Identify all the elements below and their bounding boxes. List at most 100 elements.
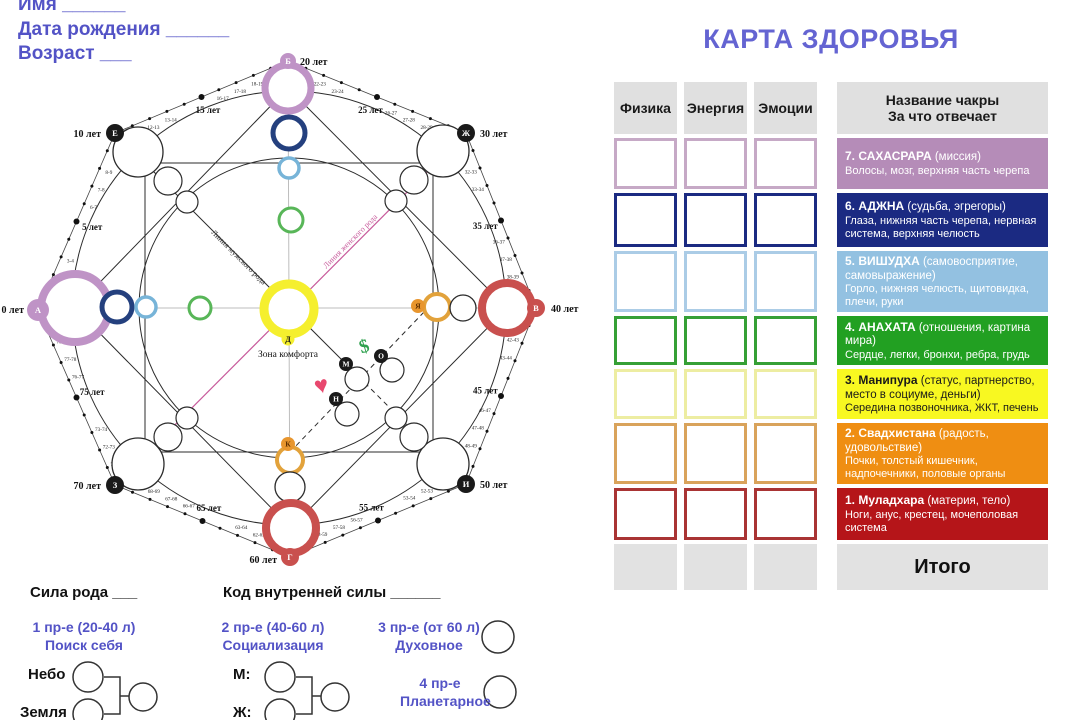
mid-age-dot bbox=[73, 394, 80, 401]
age-tick-label: 37-38 bbox=[500, 257, 513, 263]
point-letter: В bbox=[533, 303, 539, 313]
chakra-circle bbox=[187, 295, 213, 321]
column-header-1: Физика bbox=[614, 82, 677, 134]
chakra-row-3: 3. Манипура (статус, партнерство, место … bbox=[614, 369, 1048, 420]
score-box[interactable] bbox=[614, 423, 677, 485]
chakra-row-6: 6. АДЖНА (судьба, эгрегоры) Глаза, нижняя… bbox=[614, 193, 1048, 247]
family-circle[interactable] bbox=[264, 661, 296, 693]
comfort-zone-label: Зона комфорта bbox=[258, 349, 319, 360]
family-circle[interactable] bbox=[128, 682, 158, 712]
age-tick-label: 48-49 bbox=[465, 443, 478, 449]
age-tick-dot bbox=[358, 526, 362, 530]
chakra-circle bbox=[153, 422, 183, 452]
period-1-subtitle: Поиск себя bbox=[45, 637, 123, 654]
total-score-box[interactable] bbox=[754, 544, 817, 591]
score-box[interactable] bbox=[614, 369, 677, 420]
age-label: 10 лет bbox=[74, 129, 102, 140]
family-circle[interactable] bbox=[72, 698, 104, 720]
score-box[interactable] bbox=[754, 251, 817, 313]
health-table: Физика Энергия Эмоции Название чакры За что … bbox=[614, 82, 1048, 594]
score-box[interactable] bbox=[684, 369, 747, 420]
chakra-label: 1. Муладхара (материя, тело) Ноги, анус, … bbox=[837, 488, 1048, 541]
age-tick-dot bbox=[513, 359, 517, 363]
chakra-row-1: 1. Муладхара (материя, тело) Ноги, анус, … bbox=[614, 488, 1048, 541]
score-box[interactable] bbox=[684, 316, 747, 366]
age-tick-dot bbox=[51, 273, 55, 277]
total-score-box[interactable] bbox=[614, 544, 677, 591]
score-box[interactable] bbox=[684, 251, 747, 313]
age-tick-label: 32-33 bbox=[465, 169, 478, 175]
age-tick-dot bbox=[148, 497, 152, 501]
age-tick-label: 53-54 bbox=[403, 496, 416, 502]
age-tick-dot bbox=[166, 505, 169, 509]
chakra-circle bbox=[262, 499, 320, 557]
period-3: 3 пр-е (от 60 л) Духовное bbox=[376, 618, 482, 654]
score-box[interactable] bbox=[754, 193, 817, 247]
age-tick-dot bbox=[471, 149, 475, 152]
chakra-circle bbox=[275, 445, 305, 475]
score-box[interactable] bbox=[614, 251, 677, 313]
age-tick-label: 23-24 bbox=[331, 89, 344, 95]
score-box[interactable] bbox=[684, 138, 747, 189]
family-circle[interactable] bbox=[481, 620, 515, 654]
age-tick-label: 66-67 bbox=[183, 503, 196, 509]
chakra-column-header: Название чакры За что отвечает bbox=[837, 82, 1048, 134]
point-Б bbox=[280, 53, 296, 69]
age-tick-dot bbox=[506, 376, 510, 380]
score-box[interactable] bbox=[684, 488, 747, 541]
score-box[interactable] bbox=[754, 423, 817, 485]
mid-age-dot bbox=[375, 517, 381, 524]
mid-age-label: 25 лет bbox=[358, 105, 383, 115]
family-circle[interactable] bbox=[483, 675, 517, 709]
score-box[interactable] bbox=[754, 316, 817, 366]
score-box[interactable] bbox=[614, 138, 677, 189]
mid-age-label: 75 лет bbox=[80, 387, 105, 397]
score-box[interactable] bbox=[754, 488, 817, 541]
period-1-title: 1 пр-е (20-40 л) bbox=[32, 619, 136, 635]
age-tick-label: 77-78 bbox=[64, 357, 77, 363]
family-circle[interactable] bbox=[264, 698, 296, 720]
period-4: 4 пр-е Планетарное bbox=[400, 674, 491, 710]
age-label: 20 лет bbox=[300, 57, 328, 68]
score-box[interactable] bbox=[614, 316, 677, 366]
chakra-circle bbox=[274, 471, 306, 503]
score-box[interactable] bbox=[614, 488, 677, 541]
age-tick-label: 38-39 bbox=[507, 274, 520, 280]
age-tick-label: 18-19 bbox=[251, 82, 264, 88]
score-box[interactable] bbox=[684, 423, 747, 485]
score-box[interactable] bbox=[614, 193, 677, 247]
age-tick-dot bbox=[105, 149, 109, 153]
center-letter: Д bbox=[285, 335, 291, 344]
point-letter: О bbox=[378, 352, 384, 361]
point-letter: Ж bbox=[462, 128, 471, 138]
family-circle[interactable] bbox=[72, 661, 104, 693]
age-tick-label: 72-73 bbox=[103, 445, 116, 451]
earth-label: Земля bbox=[20, 704, 67, 721]
age-tick-label: 13-14 bbox=[165, 118, 178, 124]
point-Г bbox=[281, 548, 299, 566]
age-tick-dot bbox=[429, 497, 433, 501]
age-tick-dot bbox=[234, 81, 238, 85]
point-letter: З bbox=[113, 480, 118, 490]
total-score-box[interactable] bbox=[684, 544, 747, 591]
score-box[interactable] bbox=[754, 138, 817, 189]
chakra-circle bbox=[478, 279, 536, 337]
point-center bbox=[281, 332, 295, 346]
age-tick-dot bbox=[411, 109, 415, 113]
age-tick-dot bbox=[67, 378, 71, 382]
age-tick-dot bbox=[357, 88, 361, 92]
score-box[interactable] bbox=[684, 193, 747, 247]
score-box[interactable] bbox=[754, 369, 817, 420]
age-tick-dot bbox=[411, 504, 415, 508]
family-circle[interactable] bbox=[320, 682, 350, 712]
chakra-circle bbox=[277, 156, 301, 180]
age-tick-dot bbox=[82, 202, 86, 206]
chakra-circle bbox=[416, 437, 470, 491]
point-letter: Е bbox=[112, 128, 118, 138]
age-label: 0 лет bbox=[2, 305, 25, 316]
age-tick-label: 56-57 bbox=[350, 517, 363, 523]
age-field: Возраст ___ bbox=[18, 43, 132, 64]
age-tick-dot bbox=[485, 184, 489, 187]
mid-age-label: 45 лет bbox=[473, 386, 498, 396]
age-tick-dot bbox=[520, 271, 524, 275]
